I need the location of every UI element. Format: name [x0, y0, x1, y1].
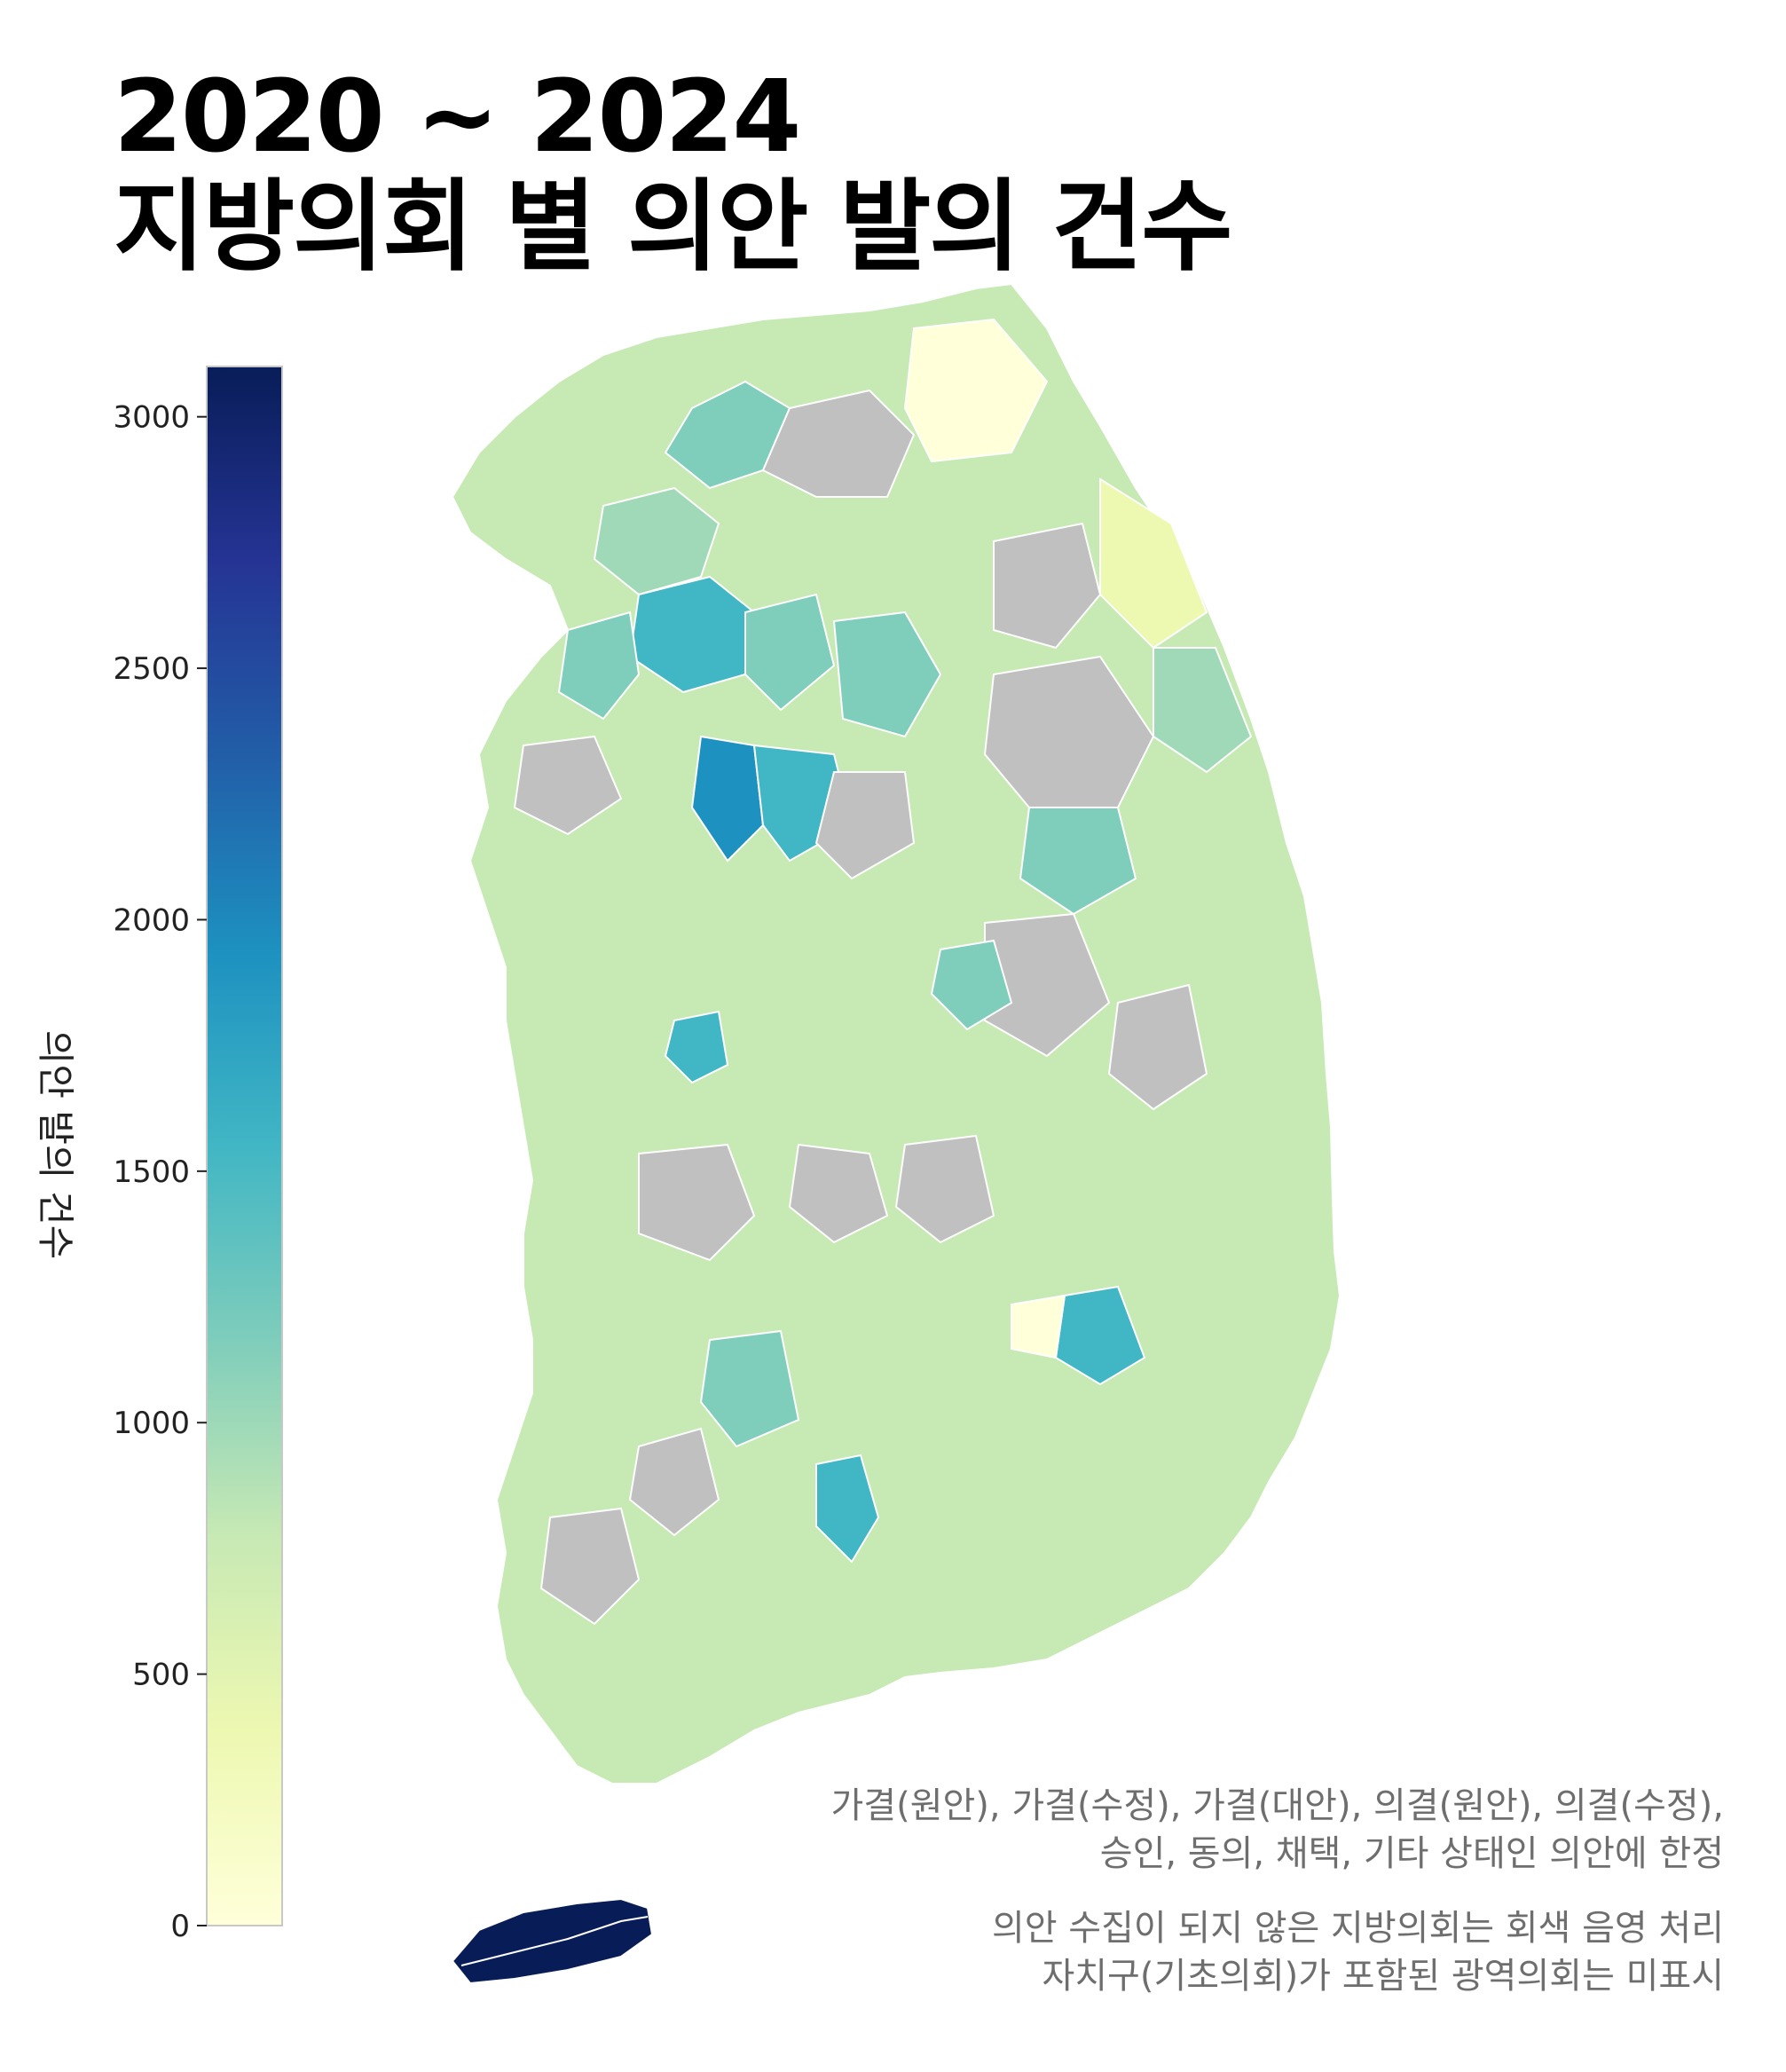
region-gyeongbuk-mid: [1019, 807, 1137, 916]
colorbar-tick-label: 1000: [113, 1406, 190, 1441]
region-chungbuk-east: [814, 771, 916, 880]
region-gangwon-northwest: [761, 389, 916, 498]
region-busan-west: [1011, 1294, 1066, 1359]
region-jeju: [451, 1897, 654, 1985]
note-4: 자치구(기초의회)가 포함된 광역의회는 미표시: [1042, 1956, 1724, 1997]
colorbar-gradient: [206, 366, 283, 1926]
region-daejeon: [664, 1010, 729, 1084]
map-title: 2020 ~ 2024 지방의회 별 의안 발의 건수: [114, 59, 1232, 285]
region-gyeongnam-north: [894, 1134, 995, 1244]
title-line-1: 2020 ~ 2024: [114, 59, 801, 175]
region-jeonbuk-west: [638, 1143, 756, 1262]
region-yeosu: [815, 1454, 880, 1564]
region-gyeongbuk-east: [1107, 983, 1208, 1111]
region-gimcheon: [930, 939, 1013, 1031]
note-1: 가결(원안), 가결(수정), 가결(대안), 의결(원안), 의결(수정),: [830, 1785, 1725, 1826]
region-gangwon-south: [1153, 647, 1253, 774]
colorbar-tick-label: 2000: [113, 902, 190, 938]
region-jeonnam-center: [699, 1329, 800, 1448]
colorbar-tick-label: 1500: [113, 1154, 190, 1190]
region-gangwon-coast: [1099, 477, 1208, 650]
colorbar-tick-label: 2500: [113, 651, 190, 687]
footnotes: 가결(원안), 가결(수정), 가결(대안), 의결(원안), 의결(수정), …: [831, 1782, 1725, 2000]
note-2: 승인, 동의, 채택, 기타 상태인 의안에 한정: [1099, 1833, 1724, 1874]
region-jeonnam-south: [628, 1427, 720, 1537]
colorbar-tick-label: 3000: [113, 400, 190, 436]
region-incheon-coast: [557, 611, 641, 721]
colorbar-tick-label: 500: [132, 1658, 190, 1693]
region-gangwon-mid: [832, 611, 942, 738]
region-gyeonggi-east: [744, 593, 836, 712]
note-3: 의안 수집이 되지 않은 지방의회는 회색 음영 처리: [991, 1908, 1724, 1949]
colorbar: 0 500 1000 1500 2000 2500 3000 의안 발의 건수: [34, 366, 283, 1944]
colorbar-tick-label: 0: [170, 1909, 190, 1944]
region-seoul: [593, 486, 720, 596]
colorbar-ticks: 0 500 1000 1500 2000 2500 3000: [113, 400, 207, 1944]
region-gangwon-center: [993, 522, 1102, 650]
title-line-2: 지방의회 별 의안 발의 건수: [114, 169, 1232, 285]
jeju-divider: [460, 1916, 649, 1966]
region-jeonnam-southwest: [539, 1507, 641, 1626]
jeju-island: [451, 1897, 654, 1985]
colorbar-label: 의안 발의 건수: [34, 1030, 77, 1260]
region-chungnam-northwest: [513, 735, 623, 836]
region-jeonbuk-east: [788, 1143, 889, 1244]
region-gangwon-north: [903, 318, 1049, 463]
korea-map: [451, 282, 1341, 1784]
region-sejong-cheongju: [690, 735, 765, 863]
